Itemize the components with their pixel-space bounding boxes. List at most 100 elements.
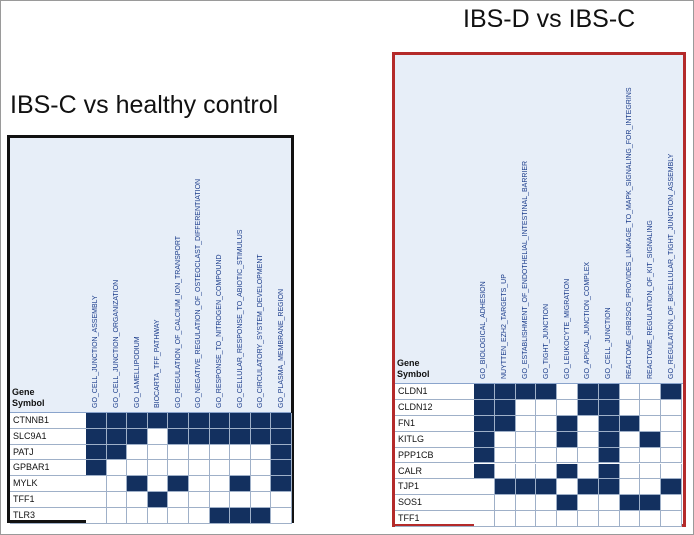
right-heatmap-cell bbox=[536, 479, 558, 496]
right-heatmap-cell bbox=[536, 495, 558, 512]
right-heatmap-cell bbox=[515, 447, 537, 464]
left-heatmap-cell bbox=[127, 428, 148, 445]
left-heatmap-cell bbox=[230, 460, 251, 477]
left-gene-label: CTNNB1 bbox=[10, 413, 86, 429]
right-heatmap-cell bbox=[598, 463, 620, 480]
right-heatmap-cell bbox=[515, 384, 537, 400]
left-heatmap-cell bbox=[168, 460, 189, 477]
left-panel-title: IBS-C vs healthy control bbox=[10, 91, 279, 119]
left-heatmap-cell bbox=[127, 413, 148, 429]
right-heatmap-cell bbox=[557, 511, 578, 528]
right-heatmap-cell bbox=[494, 479, 516, 496]
left-heatmap-cell bbox=[189, 460, 210, 477]
right-column-header: REACTOME_GRB2SOS_PROVIDES_LINKAGE_TO_MAP… bbox=[626, 87, 633, 380]
right-symbol-header-line: Symbol bbox=[397, 369, 430, 379]
left-gene-label: TFF1 bbox=[10, 492, 86, 508]
right-heatmap-cell bbox=[474, 479, 495, 496]
right-gene-label: CLDN1 bbox=[395, 384, 474, 400]
left-heatmap-cell bbox=[168, 476, 189, 492]
left-heatmap-cell bbox=[209, 507, 231, 524]
right-heatmap-cell bbox=[619, 479, 641, 496]
right-gene-label: PPP1CB bbox=[395, 448, 474, 464]
right-heatmap-cell bbox=[661, 431, 682, 448]
right-heatmap-cell bbox=[598, 399, 620, 416]
right-heatmap-cell bbox=[474, 463, 495, 480]
left-heatmap-cell bbox=[86, 460, 107, 477]
left-heatmap-cell bbox=[168, 507, 189, 524]
left-heatmap-cell bbox=[127, 507, 148, 524]
right-heatmap-cell bbox=[578, 415, 599, 432]
right-gene-label: SOS1 bbox=[395, 495, 474, 512]
right-heatmap-cell bbox=[578, 399, 599, 416]
right-heatmap-cell bbox=[640, 384, 662, 400]
right-heatmap-cell bbox=[578, 447, 599, 464]
right-heatmap-cell bbox=[515, 495, 537, 512]
left-heatmap-cell bbox=[168, 444, 189, 461]
left-column-header: GO_CELL_JUNCTION_ORGANIZATION bbox=[112, 279, 120, 408]
right-gene-label: TJP1 bbox=[395, 479, 474, 496]
right-heatmap-cell bbox=[578, 384, 599, 400]
right-heatmap-panel: Gene Symbol GO_BIOLOGICAL_ADHESION NUYTTEN_… bbox=[392, 52, 686, 528]
right-heatmap-cell bbox=[474, 399, 495, 416]
left-heatmap-cell bbox=[168, 428, 189, 445]
right-heatmap-cell bbox=[619, 495, 641, 512]
right-heatmap-cell bbox=[619, 431, 641, 448]
left-column-header: GO_NEGATIVE_REGULATION_OF_OSTEOCLAST_DIF… bbox=[195, 178, 203, 408]
right-heatmap-cell bbox=[578, 495, 599, 512]
left-column-header: GO_LAMELLIPODIUM bbox=[133, 336, 141, 408]
left-heatmap-cell bbox=[147, 507, 169, 524]
right-heatmap-cell bbox=[515, 511, 537, 528]
left-heatmap-cell bbox=[86, 507, 107, 524]
right-heatmap-cell bbox=[661, 447, 682, 464]
right-gene-symbol-header: Gene Symbol bbox=[397, 358, 430, 380]
left-gene-symbol-header: Gene Symbol bbox=[12, 387, 45, 409]
right-heatmap-cell bbox=[515, 431, 537, 448]
right-heatmap-cell bbox=[515, 463, 537, 480]
right-heatmap-cell bbox=[619, 511, 641, 528]
left-heatmap-cell bbox=[209, 460, 231, 477]
right-gene-label: CLDN12 bbox=[395, 400, 474, 416]
left-heatmap-cell bbox=[250, 444, 272, 461]
right-column-header: GO_BIOLOGICAL_ADHESION bbox=[480, 281, 488, 379]
right-heatmap-cell bbox=[536, 384, 558, 400]
left-heatmap-cell bbox=[168, 492, 189, 508]
right-heatmap-cell bbox=[515, 415, 537, 432]
left-gene-label: PATJ bbox=[10, 445, 86, 461]
right-heatmap-cell bbox=[474, 431, 495, 448]
right-heatmap-cell bbox=[494, 431, 516, 448]
right-gene-label: FN1 bbox=[395, 416, 474, 432]
right-header-divider bbox=[395, 383, 683, 384]
right-header-area bbox=[395, 55, 683, 383]
left-heatmap-cell bbox=[271, 476, 292, 492]
left-heatmap-cell bbox=[230, 428, 251, 445]
right-heatmap-cell bbox=[661, 511, 682, 528]
left-heatmap-cell bbox=[209, 428, 231, 445]
left-heatmap-cell bbox=[147, 428, 169, 445]
right-heatmap-cell bbox=[474, 447, 495, 464]
right-heatmap-cell bbox=[536, 447, 558, 464]
right-heatmap-cell bbox=[536, 431, 558, 448]
right-heatmap-cell bbox=[536, 399, 558, 416]
left-heatmap-cell bbox=[106, 492, 128, 508]
right-heatmap-cell bbox=[598, 431, 620, 448]
left-heatmap-cell bbox=[106, 507, 128, 524]
right-symbol-header-line: Gene bbox=[397, 358, 420, 368]
right-heatmap-cell bbox=[640, 431, 662, 448]
right-heatmap-cell bbox=[494, 447, 516, 464]
left-heatmap-cell bbox=[230, 492, 251, 508]
right-heatmap-cell bbox=[557, 431, 578, 448]
right-heatmap-cell bbox=[474, 384, 495, 400]
right-heatmap-cell bbox=[494, 384, 516, 400]
left-column-header: BIOCARTA_TFF_PATHWAY bbox=[154, 319, 162, 408]
left-heatmap-cell bbox=[250, 460, 272, 477]
right-heatmap-cell bbox=[661, 463, 682, 480]
right-heatmap-cell bbox=[515, 399, 537, 416]
left-heatmap-cell bbox=[230, 444, 251, 461]
right-heatmap-cell bbox=[474, 511, 495, 528]
right-column-header: GO_TIGHT_JUNCTION bbox=[542, 303, 550, 379]
left-heatmap-cell bbox=[168, 413, 189, 429]
right-heatmap-cell bbox=[661, 479, 682, 496]
left-heatmap-cell bbox=[86, 413, 107, 429]
right-heatmap-cell bbox=[640, 479, 662, 496]
right-column-header: NUYTTEN_EZH2_TARGETS_UP bbox=[501, 274, 509, 379]
